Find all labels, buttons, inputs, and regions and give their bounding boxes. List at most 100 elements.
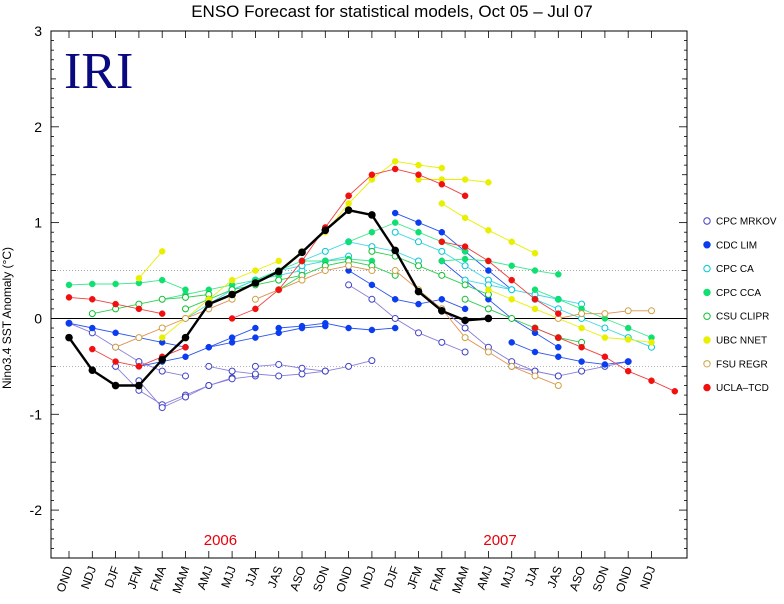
legend-marker [703, 336, 711, 344]
x-tick-label: AMJ [474, 564, 495, 591]
forecast-point [345, 192, 352, 200]
forecast-point [554, 372, 562, 380]
forecast-point [135, 274, 143, 282]
observed-point [181, 333, 190, 342]
forecast-point [182, 372, 189, 380]
x-tick-label: FMA [147, 564, 169, 593]
forecast-point [275, 360, 283, 368]
forecast-point [65, 281, 73, 289]
forecast-point [345, 262, 353, 270]
forecast-point [298, 322, 306, 330]
forecast-point [601, 361, 609, 368]
forecast-point [158, 276, 166, 284]
forecast-line [348, 284, 466, 353]
forecast-point [508, 262, 515, 270]
forecast-point [601, 310, 609, 318]
observed-point [438, 306, 446, 315]
forecast-point [508, 238, 515, 246]
forecast-point [555, 271, 562, 278]
x-tick-label: MJJ [498, 564, 519, 589]
forecast-point [461, 295, 469, 303]
y-tick-label: 1 [34, 215, 42, 231]
forecast-line [231, 255, 349, 291]
forecast-line [441, 241, 559, 315]
x-tick-label: JAS [265, 564, 286, 589]
forecast-point [601, 324, 609, 332]
plot-background [51, 31, 687, 558]
forecast-point [391, 228, 399, 236]
forecast-line [208, 365, 326, 377]
forecast-point [555, 296, 562, 303]
forecast-point [415, 262, 422, 270]
forecast-point [508, 314, 516, 322]
forecast-point [485, 267, 492, 274]
forecast-line [464, 298, 582, 343]
forecast-line [68, 279, 186, 291]
x-tick-label: JAS [544, 564, 565, 589]
x-tick-label: AMJ [194, 564, 215, 591]
forecast-point [508, 339, 515, 346]
forecast-point [182, 343, 189, 351]
forecast-point [158, 334, 166, 341]
forecast-point [461, 334, 469, 342]
iri-logo: IRI [64, 43, 133, 100]
observed-point [414, 287, 423, 296]
forecast-point [391, 267, 399, 275]
observed-point [228, 290, 236, 299]
forecast-point [368, 171, 376, 178]
forecast-point [391, 314, 399, 322]
observed-point [88, 366, 97, 374]
forecast-point [555, 310, 562, 317]
forecast-line [465, 279, 582, 305]
x-tick-label: FMA [427, 564, 449, 593]
forecast-line [301, 241, 419, 262]
forecast-point [345, 324, 352, 332]
forecast-point [89, 324, 96, 332]
forecast-line [348, 168, 466, 197]
forecast-point [415, 238, 422, 246]
x-tick-label: SON [590, 564, 612, 593]
forecast-point [251, 295, 259, 303]
legend-label: CPC CCA [716, 288, 761, 299]
x-tick-label: MAM [170, 564, 193, 595]
forecast-line [371, 250, 489, 295]
x-tick-label: JFM [125, 564, 146, 591]
forecast-line [185, 274, 303, 310]
forecast-point [415, 300, 422, 308]
legend-marker [703, 312, 711, 320]
forecast-point [508, 286, 516, 294]
forecast-point [205, 343, 213, 351]
forecast-point [438, 228, 446, 236]
forecast-line [68, 322, 186, 348]
forecast-point [484, 305, 492, 313]
forecast-point [578, 343, 585, 351]
forecast-point [135, 363, 143, 370]
forecast-point [89, 280, 96, 288]
forecast-point [531, 286, 539, 293]
x-tick-label: NDJ [358, 564, 379, 591]
forecast-point [391, 324, 399, 332]
forecast-point [415, 228, 422, 236]
forecast-point [578, 358, 585, 365]
series-ucla-tcd [65, 165, 679, 395]
forecast-point [578, 324, 585, 332]
series-csu-clipr [88, 247, 586, 346]
forecast-line [511, 341, 629, 365]
forecast-point [112, 300, 119, 308]
forecast-point [624, 367, 632, 375]
forecast-line [92, 294, 209, 315]
plot-frame [50, 30, 688, 559]
forecast-line [348, 270, 466, 310]
forecast-line [162, 274, 279, 300]
y-tick-label: -2 [30, 502, 43, 518]
forecast-point [112, 280, 119, 288]
observed-point [391, 246, 400, 255]
forecast-point [368, 295, 376, 303]
forecast-point [508, 362, 516, 370]
forecast-point [438, 200, 446, 207]
observed-point [461, 316, 469, 325]
forecast-point [461, 214, 469, 222]
forecast-point [438, 257, 446, 265]
forecast-point [438, 238, 446, 246]
forecast-point [555, 343, 562, 351]
